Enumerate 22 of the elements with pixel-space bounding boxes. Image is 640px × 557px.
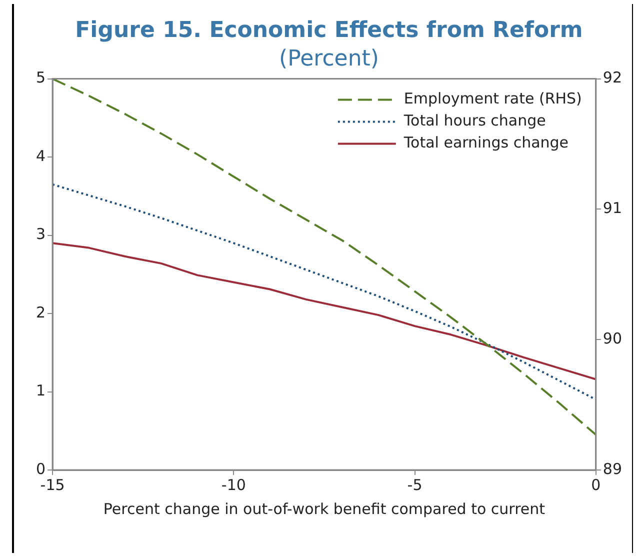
y2-tick-label: 91 bbox=[602, 199, 622, 218]
x-axis-title: Percent change in out-of-work benefit compared to current bbox=[103, 500, 546, 518]
y2-tick-label: 89 bbox=[602, 460, 622, 478]
x-tick-label: -5 bbox=[407, 476, 422, 494]
y-tick-label: 2 bbox=[36, 303, 46, 322]
chart-subtitle: (Percent) bbox=[279, 46, 379, 72]
y-tick-label: 1 bbox=[36, 382, 46, 400]
line-series bbox=[52, 183, 596, 401]
y-tick-label: 4 bbox=[36, 146, 46, 165]
y-tick-label: 3 bbox=[36, 225, 46, 244]
legend-label: Employment rate (RHS) bbox=[404, 90, 582, 108]
legend-label: Total hours change bbox=[402, 112, 546, 130]
y-tick-label: 0 bbox=[36, 460, 46, 478]
x-tick-label: 0 bbox=[591, 476, 601, 494]
chart-title: Figure 15. Economic Effects from Reform bbox=[75, 18, 583, 43]
line-series bbox=[52, 78, 596, 436]
x-tick-label: -15 bbox=[40, 476, 65, 494]
x-tick-label: -10 bbox=[221, 476, 246, 494]
legend-label: Total earnings change bbox=[402, 134, 569, 152]
y-tick-label: 5 bbox=[36, 68, 46, 87]
y2-tick-label: 90 bbox=[602, 329, 622, 348]
y2-tick-label: 92 bbox=[602, 68, 622, 87]
